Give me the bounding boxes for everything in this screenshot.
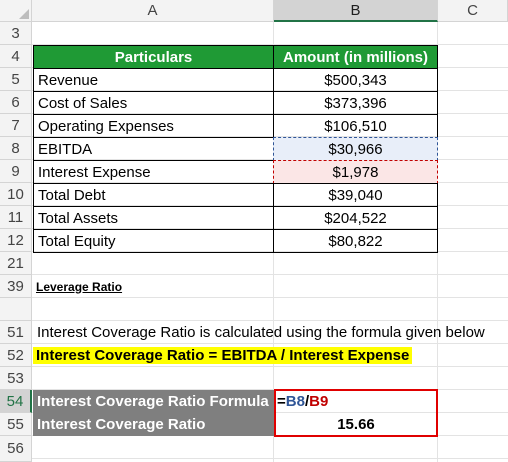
table-row-label[interactable]: Operating Expenses	[33, 114, 274, 138]
row-header-7[interactable]: 7	[0, 114, 32, 137]
row-header-51[interactable]: 51	[0, 321, 32, 344]
row-header-56[interactable]: 56	[0, 436, 32, 462]
table-row-label[interactable]: Revenue	[33, 68, 274, 92]
section-title[interactable]: Leverage Ratio	[36, 279, 123, 294]
table-row-label[interactable]: Interest Expense	[33, 160, 274, 184]
row-header-52[interactable]: 52	[0, 344, 32, 367]
row-header-3[interactable]: 3	[0, 22, 32, 45]
select-all-corner[interactable]	[0, 0, 32, 22]
formula-text-cell[interactable]: Interest Coverage Ratio = EBITDA / Inter…	[33, 344, 413, 367]
column-header-b[interactable]: B	[274, 0, 438, 22]
formula-equals: =	[277, 393, 286, 410]
row-header-12[interactable]: 12	[0, 229, 32, 252]
table-row-label[interactable]: Cost of Sales	[33, 91, 274, 115]
row-header-53[interactable]: 53	[0, 367, 32, 390]
table-row-value[interactable]: $204,522	[273, 206, 438, 230]
column-header-a[interactable]: A	[32, 0, 274, 22]
row-header-9[interactable]: 9	[0, 160, 32, 183]
formula-input[interactable]: = B8/B9	[276, 390, 436, 413]
row-header-4[interactable]: 4	[0, 45, 32, 68]
row-header-21[interactable]: 21	[0, 252, 32, 275]
table-header-particulars[interactable]: Particulars	[33, 45, 274, 69]
table-row-value[interactable]: $106,510	[273, 114, 438, 138]
table-row-label[interactable]: Total Assets	[33, 206, 274, 230]
row-header-39[interactable]: 39	[0, 275, 32, 298]
table-row-value-ebitda[interactable]: $30,966	[273, 137, 438, 161]
table-row-label[interactable]: EBITDA	[33, 137, 274, 161]
row-header-54[interactable]: 54	[0, 390, 32, 413]
row-header-10[interactable]: 10	[0, 183, 32, 206]
table-header-amount[interactable]: Amount (in millions)	[273, 45, 438, 69]
row-header-5[interactable]: 5	[0, 68, 32, 91]
row-header-8[interactable]: 8	[0, 137, 32, 160]
formula-ref-b8: B8	[285, 393, 305, 410]
row-header-6[interactable]: 6	[0, 91, 32, 114]
formula-slash: /	[304, 393, 310, 410]
table-row-label[interactable]: Total Debt	[33, 183, 274, 207]
table-row-value-interest[interactable]: $1,978	[273, 160, 438, 184]
row-header-blank	[0, 298, 32, 321]
table-row-value[interactable]: $80,822	[273, 229, 438, 253]
row-header-11[interactable]: 11	[0, 206, 32, 229]
table-row-label[interactable]: Total Equity	[33, 229, 274, 253]
row-header-55[interactable]: 55	[0, 413, 32, 436]
formula-text: Interest Coverage Ratio = EBITDA / Inter…	[33, 347, 413, 364]
formula-ref-b9: B9	[309, 393, 329, 410]
column-header-c[interactable]: C	[438, 0, 508, 22]
table-row-value[interactable]: $500,343	[273, 68, 438, 92]
formula-label-cell[interactable]: Interest Coverage Ratio Formula	[33, 390, 274, 413]
ratio-value-cell[interactable]: 15.66	[337, 416, 375, 433]
table-row-value[interactable]: $39,040	[273, 183, 438, 207]
ratio-label-cell[interactable]: Interest Coverage Ratio	[33, 413, 274, 436]
description-text[interactable]: Interest Coverage Ratio is calculated us…	[37, 324, 485, 341]
table-row-value[interactable]: $373,396	[273, 91, 438, 115]
